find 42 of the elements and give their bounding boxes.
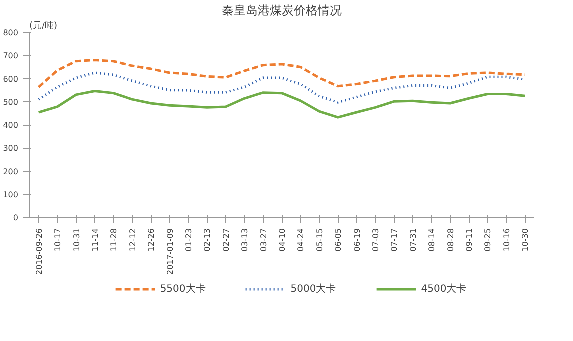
x-tick-label: 11-28	[110, 228, 119, 252]
x-tick-label: 09-11	[465, 228, 474, 252]
x-tick-label: 08-28	[446, 228, 456, 252]
x-tick-label: 05-15	[315, 228, 324, 252]
x-tick-label: 09-25	[484, 228, 493, 252]
x-tick-label: 06-05	[334, 228, 344, 252]
y-tick-label: 800	[3, 28, 19, 38]
x-tick-label: 07-03	[372, 228, 381, 252]
x-tick-label: 04-24	[296, 228, 306, 252]
y-tick-label: 400	[3, 121, 19, 130]
x-tick-label: 03-13	[240, 228, 250, 252]
y-tick-label: 200	[3, 167, 19, 176]
x-tick-label: 02-13	[203, 228, 212, 252]
x-tick-label: 10-17	[54, 228, 63, 252]
x-tick-label: 07-17	[390, 228, 400, 252]
y-axis-title: (元/吨)	[30, 20, 58, 32]
x-tick-label: 06-19	[352, 228, 362, 252]
x-tick-label: 11-14	[90, 228, 100, 252]
x-tick-label: 12-26	[147, 228, 156, 252]
x-tick-label: 08-14	[428, 228, 437, 252]
x-tick-label: 01-23	[184, 228, 194, 252]
x-tick-label: 03-27	[259, 228, 268, 252]
x-tick-label: 2017-01-09	[166, 228, 175, 275]
line-series	[38, 90, 526, 119]
y-tick-label: 500	[3, 98, 19, 107]
x-tick-label: 02-27	[222, 228, 231, 252]
y-tick-label: 700	[3, 52, 19, 61]
x-tick-label: 07-31	[408, 228, 418, 252]
legend-label: 5500大卡	[160, 282, 206, 296]
x-tick-label: 10-30	[521, 228, 530, 252]
y-tick-label: 600	[3, 74, 19, 84]
chart-title: 秦皇岛港煤炭价格情况	[222, 4, 342, 18]
legend-label: 5000大卡	[290, 282, 336, 296]
y-tick-label: 300	[3, 144, 19, 154]
x-tick-label: 04-10	[278, 228, 287, 252]
legend-label: 4500大卡	[421, 282, 467, 296]
x-tick-label: 10-31	[72, 228, 82, 252]
y-tick-label: 0	[13, 214, 19, 222]
x-tick-label: 10-16	[502, 228, 512, 252]
x-tick-label: 2016-09-26	[34, 228, 44, 275]
x-tick-label: 12-12	[128, 228, 138, 252]
y-tick-label: 100	[3, 190, 19, 200]
